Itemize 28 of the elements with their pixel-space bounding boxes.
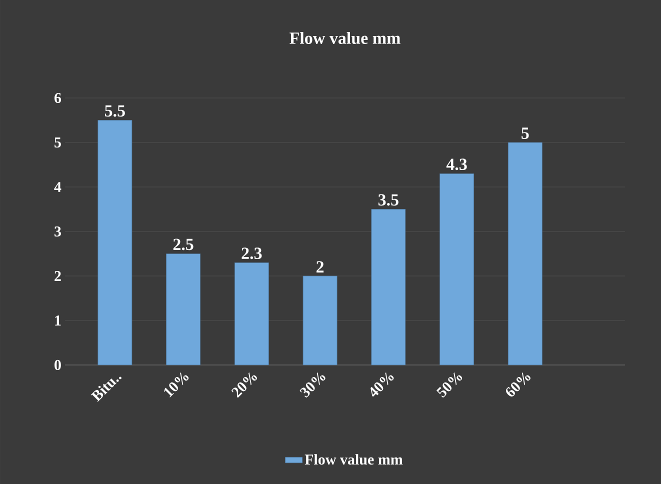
x-tick-label: 50% <box>436 372 462 398</box>
y-tick-label: 4 <box>54 182 62 192</box>
bar <box>234 262 269 366</box>
x-tick-label: 40% <box>370 372 394 397</box>
data-label: 3.5 <box>378 194 398 206</box>
bar <box>98 120 132 366</box>
data-label: 2.3 <box>242 248 262 260</box>
x-tick-label: 30% <box>300 372 326 398</box>
bar <box>508 142 542 366</box>
bar <box>302 276 338 366</box>
bar <box>166 254 200 366</box>
y-tick-label: 0 <box>54 360 61 370</box>
legend-label: Flow value mm <box>304 454 403 465</box>
y-tick-label: 6 <box>54 92 62 104</box>
y-tick-label: 3 <box>54 226 61 237</box>
data-label: 4.3 <box>446 158 467 170</box>
data-label: 2.5 <box>173 238 194 250</box>
y-tick-label: 2 <box>54 271 61 281</box>
y-tick-label: 1 <box>55 316 61 326</box>
chart-title: Flow value mm <box>290 32 400 44</box>
data-label: 5.5 <box>104 105 125 117</box>
data-label: 2 <box>316 261 324 272</box>
x-tick-label: 60% <box>506 372 530 396</box>
y-tick-label: 5 <box>54 138 61 148</box>
data-label: 5 <box>522 128 529 139</box>
bar <box>371 209 406 366</box>
bar <box>440 173 474 366</box>
x-tick-label: 10% <box>164 372 189 398</box>
